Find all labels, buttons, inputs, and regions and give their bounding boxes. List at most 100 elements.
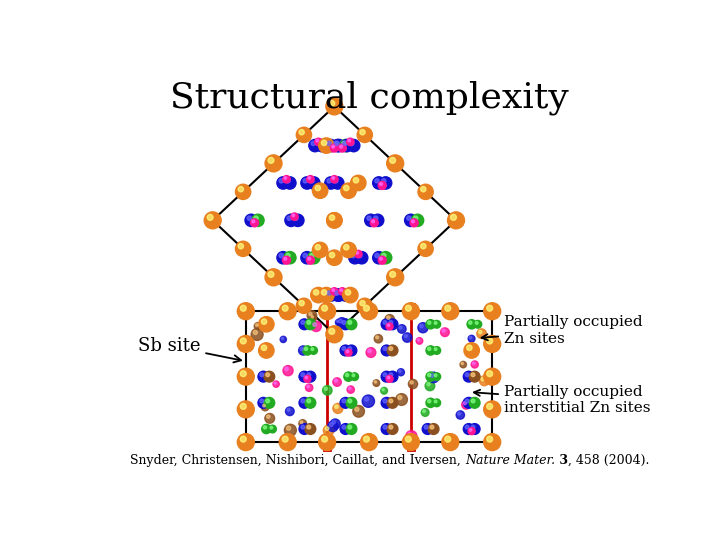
Circle shape: [341, 183, 356, 198]
Circle shape: [381, 319, 392, 330]
Circle shape: [329, 215, 335, 220]
Circle shape: [360, 300, 365, 306]
Circle shape: [463, 397, 474, 408]
Circle shape: [471, 361, 478, 368]
Circle shape: [381, 345, 392, 356]
Circle shape: [279, 434, 296, 450]
Circle shape: [434, 322, 437, 325]
Circle shape: [379, 183, 382, 185]
Circle shape: [397, 325, 406, 333]
Circle shape: [319, 138, 334, 153]
Circle shape: [245, 214, 257, 226]
Circle shape: [327, 291, 331, 295]
Circle shape: [284, 367, 288, 370]
Circle shape: [467, 320, 477, 329]
Circle shape: [474, 320, 482, 328]
Circle shape: [321, 289, 327, 295]
Circle shape: [487, 403, 492, 409]
Circle shape: [387, 324, 390, 327]
Circle shape: [347, 386, 354, 393]
Text: 3: 3: [555, 454, 568, 467]
Circle shape: [300, 347, 303, 350]
Circle shape: [265, 155, 282, 172]
Circle shape: [269, 425, 276, 433]
Circle shape: [318, 141, 322, 146]
Circle shape: [330, 288, 338, 295]
Circle shape: [307, 177, 320, 189]
Circle shape: [240, 403, 246, 409]
Circle shape: [303, 346, 312, 355]
Circle shape: [284, 424, 297, 436]
Circle shape: [325, 427, 329, 430]
Circle shape: [464, 343, 480, 358]
Circle shape: [348, 387, 351, 389]
Circle shape: [462, 400, 470, 409]
Circle shape: [346, 423, 357, 434]
Circle shape: [332, 421, 336, 424]
Circle shape: [252, 214, 264, 226]
Circle shape: [299, 423, 310, 434]
Circle shape: [310, 179, 314, 183]
Circle shape: [333, 289, 345, 301]
Circle shape: [330, 144, 338, 152]
Circle shape: [381, 397, 392, 408]
Circle shape: [355, 407, 359, 411]
Circle shape: [413, 216, 418, 220]
Circle shape: [264, 397, 275, 408]
Circle shape: [315, 185, 320, 191]
Circle shape: [329, 100, 335, 106]
Circle shape: [240, 338, 246, 344]
Circle shape: [311, 316, 313, 318]
Circle shape: [204, 212, 221, 229]
Circle shape: [340, 289, 352, 301]
Circle shape: [325, 139, 337, 152]
Circle shape: [307, 321, 310, 325]
Circle shape: [361, 434, 377, 450]
Circle shape: [252, 220, 255, 223]
Circle shape: [301, 373, 305, 377]
Circle shape: [277, 177, 289, 189]
Circle shape: [383, 373, 387, 377]
Circle shape: [428, 423, 439, 434]
Circle shape: [265, 414, 274, 423]
Circle shape: [340, 319, 351, 330]
Circle shape: [325, 289, 337, 301]
Circle shape: [299, 300, 305, 306]
Circle shape: [277, 252, 289, 264]
Circle shape: [375, 179, 379, 183]
Circle shape: [336, 319, 341, 326]
Circle shape: [357, 127, 372, 143]
Circle shape: [441, 328, 449, 336]
Circle shape: [284, 177, 287, 179]
Circle shape: [261, 345, 266, 350]
Circle shape: [323, 425, 334, 436]
Circle shape: [342, 321, 346, 325]
Circle shape: [247, 216, 251, 220]
Circle shape: [311, 348, 314, 350]
Circle shape: [402, 333, 412, 342]
Circle shape: [357, 298, 372, 313]
Circle shape: [487, 371, 492, 377]
Circle shape: [463, 372, 474, 382]
Circle shape: [305, 347, 307, 350]
Circle shape: [282, 305, 288, 311]
Circle shape: [412, 220, 414, 223]
Circle shape: [299, 319, 310, 330]
Circle shape: [282, 256, 290, 264]
Circle shape: [408, 380, 418, 389]
Circle shape: [342, 141, 346, 146]
Circle shape: [326, 98, 343, 115]
Circle shape: [268, 272, 274, 278]
Circle shape: [381, 423, 392, 434]
Circle shape: [301, 321, 305, 325]
Circle shape: [385, 315, 395, 324]
Circle shape: [299, 372, 310, 382]
Circle shape: [421, 409, 429, 416]
Circle shape: [337, 318, 347, 328]
Circle shape: [465, 399, 469, 403]
Circle shape: [423, 410, 426, 413]
Circle shape: [426, 320, 435, 329]
Circle shape: [311, 287, 326, 303]
Circle shape: [354, 178, 359, 183]
Circle shape: [346, 350, 348, 353]
